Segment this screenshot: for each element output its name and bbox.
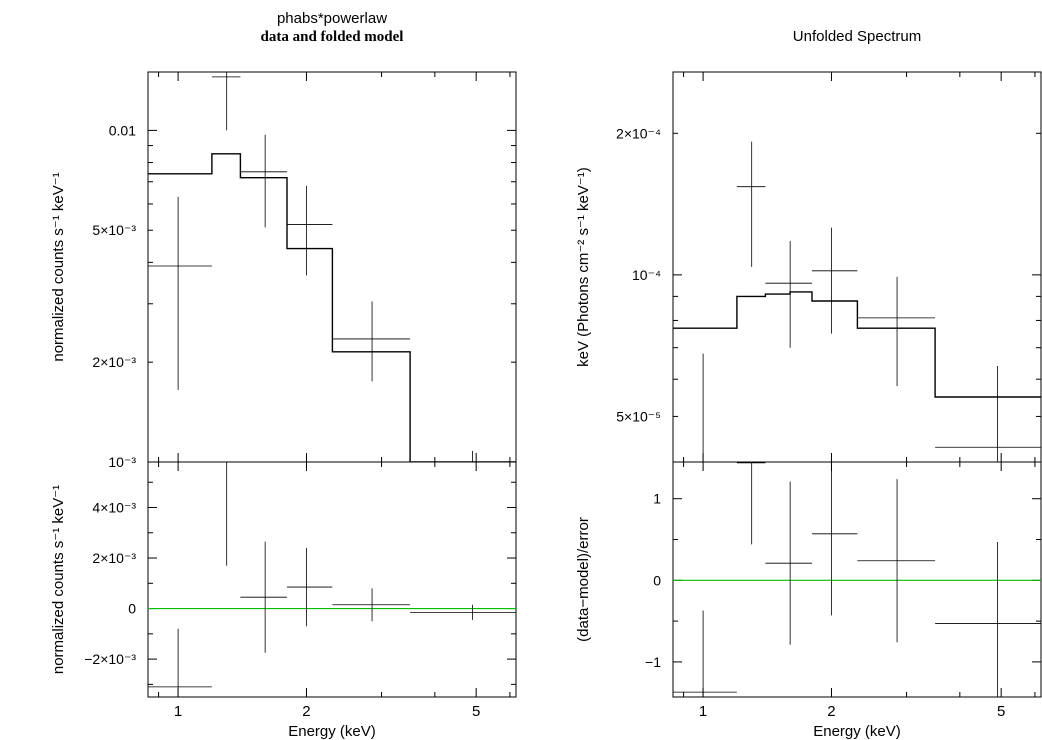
left-subtitle: data and folded model [260,29,404,45]
y-tick-label: −1 [645,654,661,670]
left-model-title: phabs*powerlaw [276,10,388,27]
y-tick-label: 0 [128,601,136,617]
data-layer [673,462,1041,697]
x-tick-label: 5 [472,703,480,720]
y-tick-label: 2×10⁻⁴ [616,125,661,141]
y-tick-label: −2×10⁻³ [84,651,136,667]
x-axis-label: Energy (keV) [288,723,376,740]
x-tick-label: 1 [699,703,707,720]
y-axis-label: keV (Photons cm⁻² s⁻¹ keV⁻¹) [575,167,592,367]
right-title-block: Unfolded Spectrum [673,28,1041,46]
left-top-panel: 0.01 5×10⁻³ 2×10⁻³ 10⁻³ normalized counts s⁻… [50,71,517,470]
y-axis-label: normalized counts s⁻¹ keV⁻¹ [50,172,67,361]
data-layer [673,141,1041,462]
x-axis-label: Energy (keV) [813,723,901,740]
x-tick-label: 1 [174,703,182,720]
y-tick-label: 0 [653,572,661,588]
y-tick-label: 2×10⁻³ [92,550,136,566]
data-layer [148,462,516,697]
x-tick-label: 2 [302,703,310,720]
x-tick-label: 5 [997,703,1005,720]
right-bottom-panel: 1 2 5 Energy (keV) 1 0 −1 (data−model)/error [575,461,1042,740]
y-tick-label: 10⁻³ [108,454,136,470]
plot-frame [672,461,1042,698]
right-title: Unfolded Spectrum [792,28,922,45]
y-tick-label: 5×10⁻³ [92,222,136,238]
y-tick-label: 1 [653,491,661,507]
plot-frame [147,461,517,698]
y-tick-label: 10⁻⁴ [632,267,661,283]
left-bottom-panel: 1 2 5 Energy (keV) 4×10⁻³ 2×10⁻³ 0 −2×10⁻³ norma… [50,461,517,740]
y-tick-label: 5×10⁻⁵ [616,408,661,424]
right-top-panel: 2×10⁻⁴ 10⁻⁴ 5×10⁻⁵ keV (Photons cm⁻² s⁻¹ ke… [575,71,1042,463]
left-title-block: phabs*powerlaw data and folded model [148,10,516,46]
y-axis-label: (data−model)/error [575,517,592,642]
model-step-line [148,153,516,462]
plot-frame [672,71,1042,463]
y-tick-label: 2×10⁻³ [92,354,136,370]
y-tick-label: 0.01 [109,122,136,138]
model-step-line [673,291,1041,398]
x-tick-label: 2 [827,703,835,720]
y-tick-label: 4×10⁻³ [92,499,136,515]
data-layer [148,72,516,462]
y-axis-label: normalized counts s⁻¹ keV⁻¹ [50,485,67,674]
